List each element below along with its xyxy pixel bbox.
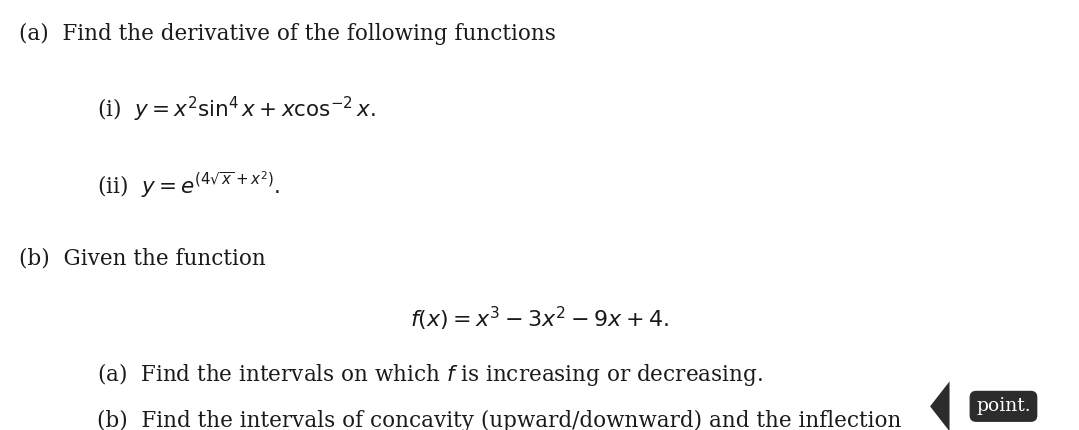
Text: (b)  Find the intervals of concavity (upward/downward) and the inflection: (b) Find the intervals of concavity (upw… xyxy=(97,410,901,430)
Text: (ii)  $y = e^{(4\sqrt{x}+x^2)}.$: (ii) $y = e^{(4\sqrt{x}+x^2)}.$ xyxy=(97,170,281,200)
Text: (a)  Find the intervals on which $f$ is increasing or decreasing.: (a) Find the intervals on which $f$ is i… xyxy=(97,361,763,387)
Text: point.: point. xyxy=(976,397,1030,415)
Text: $f(x) = x^3 - 3x^2 - 9x + 4.$: $f(x) = x^3 - 3x^2 - 9x + 4.$ xyxy=(410,305,669,333)
Text: (a)  Find the derivative of the following functions: (a) Find the derivative of the following… xyxy=(19,23,557,46)
Text: (i)  $y = x^2 \sin^4 x + x \cos^{-2} x.$: (i) $y = x^2 \sin^4 x + x \cos^{-2} x.$ xyxy=(97,95,375,124)
Text: (b)  Given the function: (b) Given the function xyxy=(19,247,267,269)
